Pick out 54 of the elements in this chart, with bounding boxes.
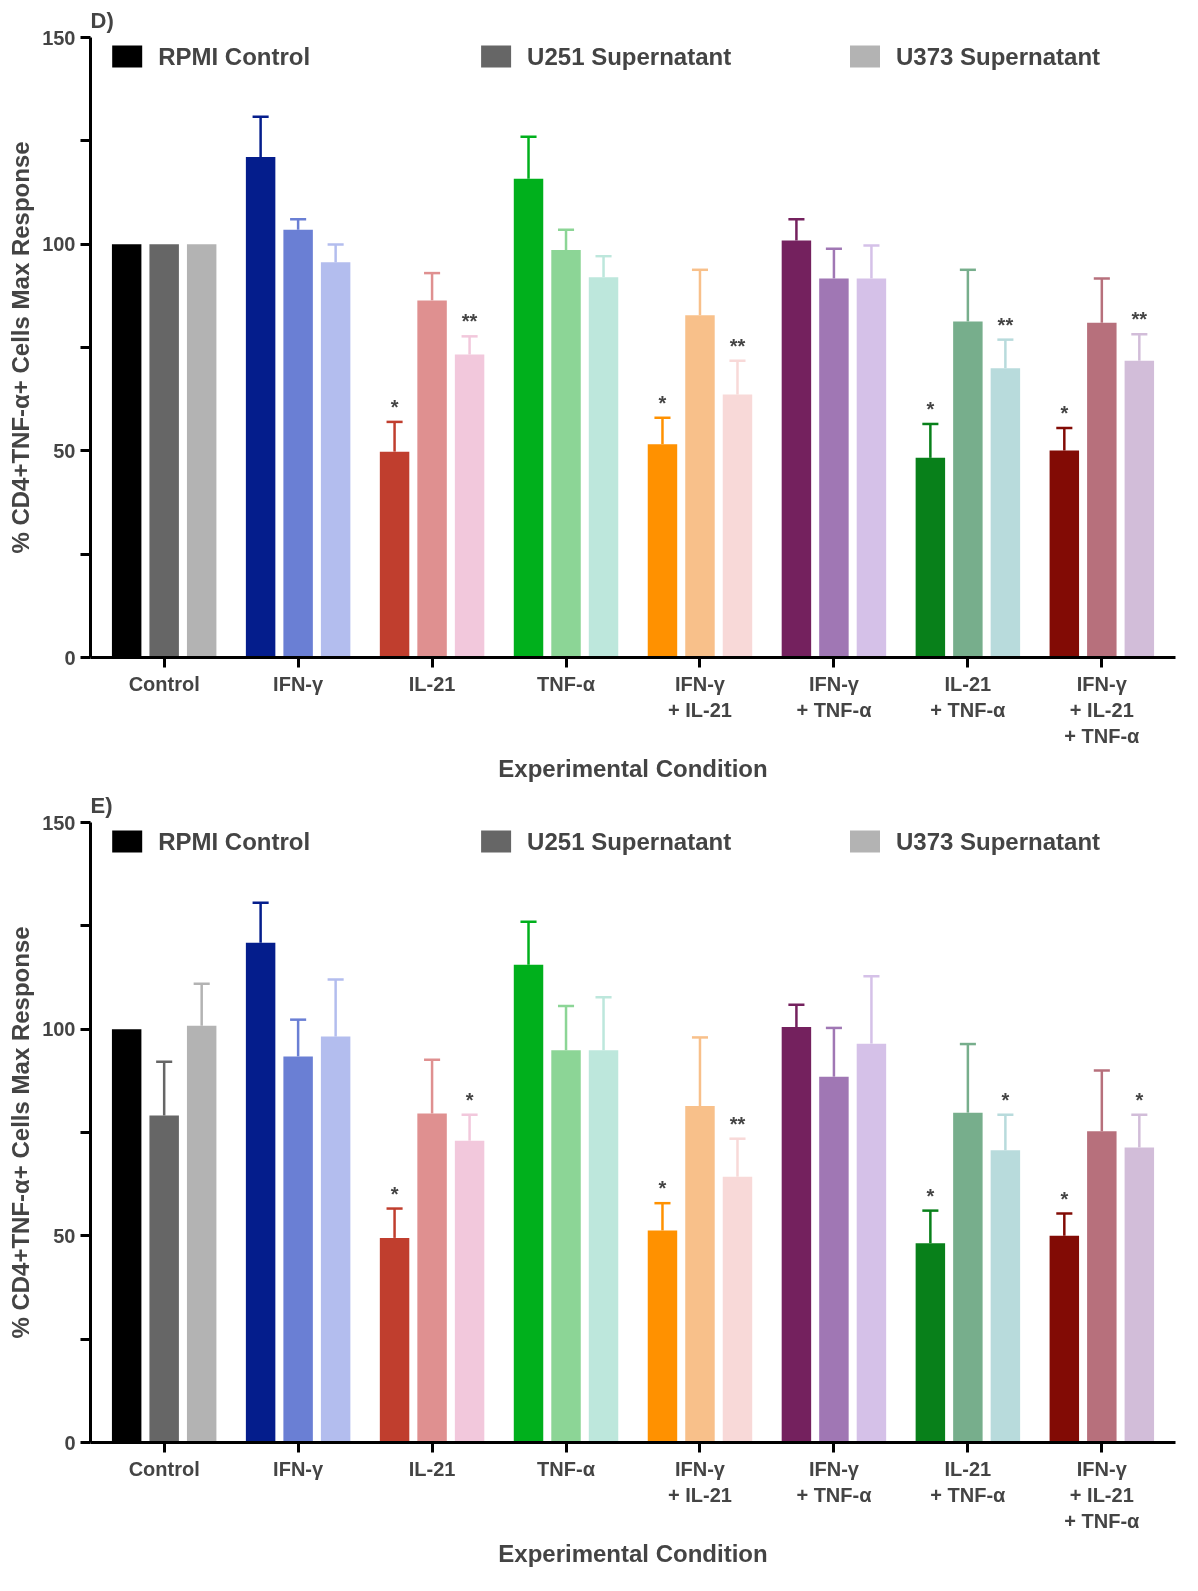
x-tick-label: TNF-α (537, 1457, 596, 1480)
chart-title: D) (90, 7, 114, 33)
data-label: * (390, 1182, 399, 1205)
bar (149, 244, 179, 658)
y-tick-label: 0 (64, 646, 76, 669)
y-tick-label: 50 (53, 1224, 76, 1247)
data-label: ** (1131, 308, 1148, 331)
legend-label: U373 Supernatant (896, 42, 1101, 70)
y-axis-title: % CD4+TNF-α+ Cells Max Response (7, 141, 35, 554)
x-tick-label: IFN-γ + IL-21 (668, 672, 732, 721)
x-axis-title: Experimental Condition (498, 755, 768, 783)
data-label: * (1060, 402, 1069, 425)
x-tick-label: IFN-γ + TNF-α (796, 672, 873, 721)
y-tick-label: 0 (64, 1431, 76, 1454)
x-tick-label: Control (128, 672, 200, 695)
data-label: * (1135, 1088, 1144, 1111)
data-label: * (1060, 1187, 1069, 1210)
x-tick-label: Control (128, 1457, 200, 1480)
x-tick-label: IFN-γ (273, 1457, 324, 1480)
x-tick-label: IL-21 + TNF-α (930, 1457, 1007, 1506)
x-tick-label: TNF-α (537, 672, 596, 695)
chart-title: E) (90, 792, 113, 818)
x-tick-label: IL-21 + TNF-α (930, 672, 1007, 721)
data-label: * (1001, 1088, 1010, 1111)
data-label: * (658, 391, 667, 414)
x-tick-label: IL-21 (408, 1457, 456, 1480)
y-axis-title: % CD4+TNF-α+ Cells Max Response (7, 926, 35, 1339)
data-label: ** (997, 313, 1014, 336)
y-tick-label: 150 (42, 811, 76, 834)
legend-label: U373 Supernatant (896, 827, 1101, 855)
legend-label: RPMI Control (158, 827, 311, 855)
x-tick-label: IFN-γ + IL-21 + TNF-α (1064, 1457, 1141, 1533)
y-tick-label: 50 (53, 439, 76, 462)
y-tick-label: 150 (42, 26, 76, 49)
data-label: * (465, 1088, 474, 1111)
bar (186, 244, 217, 658)
legend-label: RPMI Control (158, 42, 311, 70)
data-label: ** (461, 310, 478, 333)
x-tick-label: IFN-γ + TNF-α (796, 1457, 873, 1506)
legend-label: U251 Supernatant (527, 42, 732, 70)
x-tick-label: IFN-γ + IL-21 (668, 1457, 732, 1506)
x-tick-label: IFN-γ (273, 672, 324, 695)
y-tick-label: 100 (42, 1018, 76, 1041)
data-label: * (926, 1184, 935, 1207)
data-label: ** (729, 334, 746, 357)
x-tick-label: IFN-γ + IL-21 + TNF-α (1064, 672, 1141, 748)
data-label: * (390, 395, 399, 418)
legend-label: U251 Supernatant (527, 827, 732, 855)
x-axis-title: Experimental Condition (498, 1540, 768, 1568)
data-label: * (658, 1177, 667, 1200)
y-tick-label: 100 (42, 233, 76, 256)
data-label: * (926, 397, 935, 420)
data-label: ** (729, 1112, 746, 1135)
x-tick-label: IL-21 (408, 672, 456, 695)
